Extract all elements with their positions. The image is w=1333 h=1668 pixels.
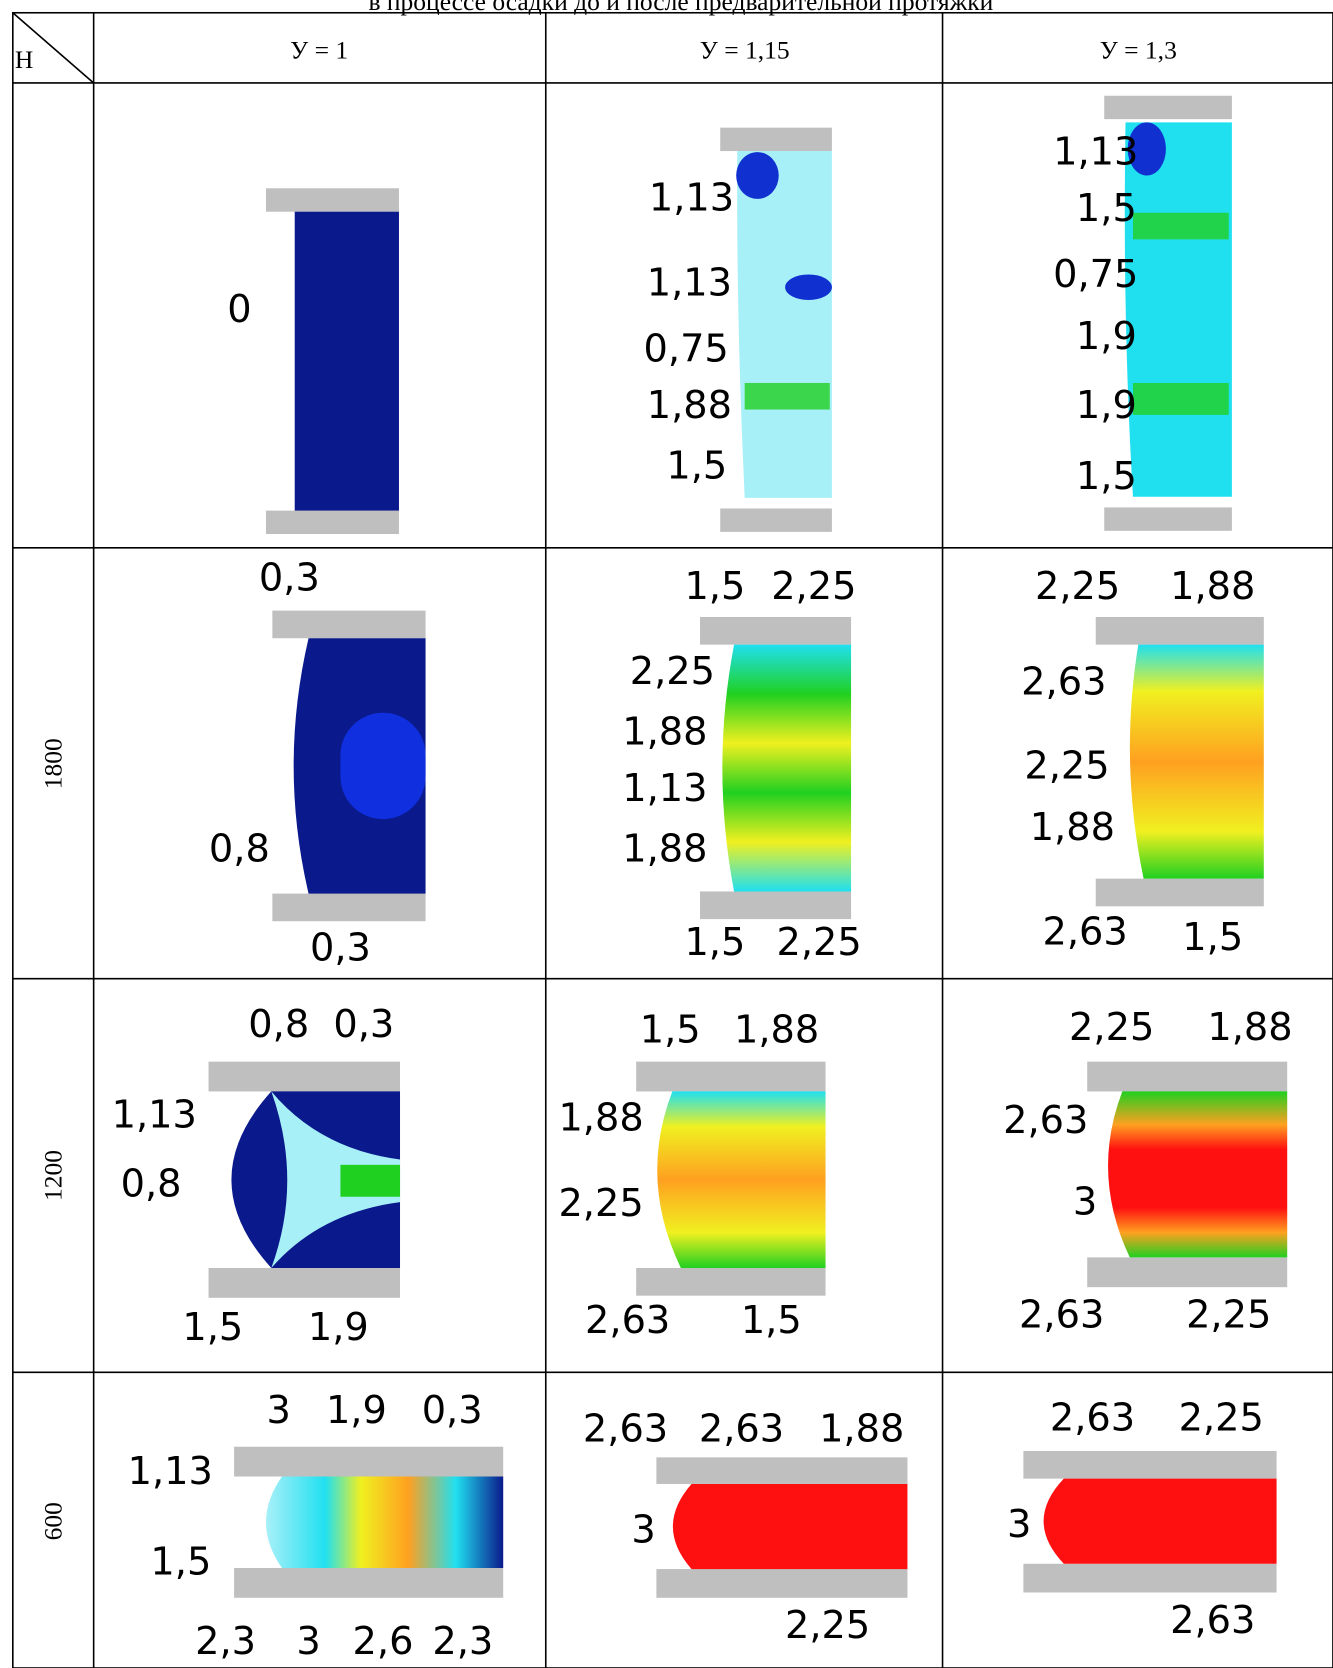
contour-value-label: 1,88 xyxy=(622,827,707,872)
contour-value-label: 1,13 xyxy=(647,261,732,306)
contour-value-label: 1,5 xyxy=(640,1007,701,1052)
contour-value-label: 2,63 xyxy=(1042,909,1127,954)
contour-value-label: 2,63 xyxy=(1019,1292,1104,1337)
contour-value-label: 1,9 xyxy=(308,1305,369,1350)
contour-value-label: 0,3 xyxy=(422,1388,483,1433)
contour-value-label: 2,63 xyxy=(699,1406,784,1451)
contour-value-label: 1,5 xyxy=(741,1298,802,1343)
contour-value-label: 1,5 xyxy=(1076,454,1137,499)
contour-value-label: 1,9 xyxy=(326,1388,387,1433)
contour-value-label: 2,3 xyxy=(195,1619,256,1664)
contour-value-label: 1,88 xyxy=(647,383,732,428)
contour-value-label: 2,63 xyxy=(585,1298,670,1343)
contour-value-label: 1,5 xyxy=(182,1305,243,1350)
contour-value-label: 0,75 xyxy=(1053,252,1138,297)
contour-value-label: 1,13 xyxy=(1053,130,1138,175)
column-header: У = 1,15 xyxy=(700,36,790,65)
contour-value-label: 3 xyxy=(1007,1502,1031,1547)
table-figure: в процессе осадки до и после предварител… xyxy=(0,0,1333,1668)
contour-value-label: 1,5 xyxy=(684,564,745,609)
contour-value-label: 2,25 xyxy=(1179,1396,1264,1441)
contour-value-label: 0,8 xyxy=(209,827,270,872)
contour-value-label: 1,5 xyxy=(684,920,745,965)
page: {"caption": "в процессе осадки до и посл… xyxy=(0,0,1333,1668)
row-label: 1200 xyxy=(39,1150,68,1201)
contour-value-label: 1,13 xyxy=(649,175,734,220)
contour-value-label: 1,88 xyxy=(1030,805,1115,850)
contour-value-label: 0,3 xyxy=(310,925,371,970)
contour-value-label: 0,3 xyxy=(259,555,320,600)
contour-value-label: 3 xyxy=(296,1619,320,1664)
contour-value-label: 1,5 xyxy=(150,1539,211,1584)
contour-value-label: 2,25 xyxy=(785,1603,870,1648)
contour-value-label: 0,3 xyxy=(333,1002,394,1047)
contour-value-label: 2,6 xyxy=(353,1619,414,1664)
contour-value-label: 2,25 xyxy=(771,564,856,609)
contour-value-label: 1,88 xyxy=(1170,564,1255,609)
contour-value-label: 2,25 xyxy=(1186,1292,1271,1337)
contour-value-label: 0,8 xyxy=(248,1002,309,1047)
contour-value-label: 1,88 xyxy=(819,1406,904,1451)
contour-value-label: 1,5 xyxy=(666,444,727,489)
row-label: 1800 xyxy=(39,738,68,789)
caption: в процессе осадки до и после предварител… xyxy=(368,0,993,16)
contour-value-label: 1,5 xyxy=(1182,915,1243,960)
contour-value-label: 0,75 xyxy=(644,327,729,372)
contour-value-label: 2,63 xyxy=(1021,660,1106,705)
contour-value-label: 1,88 xyxy=(558,1096,643,1141)
contour-value-label: 2,25 xyxy=(1024,744,1109,789)
contour-value-label: 1,88 xyxy=(734,1007,819,1052)
contour-value-label: 2,63 xyxy=(1050,1396,1135,1441)
contour-value-label: 3 xyxy=(631,1507,655,1552)
contour-value-label: 1,9 xyxy=(1076,383,1137,428)
contour-value-label: 2,63 xyxy=(1170,1598,1255,1643)
corner-label: Н xyxy=(15,45,33,74)
contour-value-label: 2,25 xyxy=(630,649,715,694)
column-header: У = 1 xyxy=(290,36,348,65)
contour-value-label: 2,25 xyxy=(777,920,862,965)
contour-value-label: 1,9 xyxy=(1076,314,1137,359)
contour-value-label: 2,25 xyxy=(1069,1005,1154,1050)
contour-value-label: 2,25 xyxy=(558,1181,643,1226)
contour-value-label: 1,88 xyxy=(622,710,707,755)
contour-value-label: 3 xyxy=(1073,1180,1097,1225)
contour-value-label: 1,88 xyxy=(1207,1005,1292,1050)
contour-value-label: 1,13 xyxy=(622,766,707,811)
contour-value-label: 0,8 xyxy=(121,1162,182,1207)
column-header: У = 1,3 xyxy=(1100,36,1177,65)
contour-value-label: 2,25 xyxy=(1035,564,1120,609)
contour-value-label: 0 xyxy=(227,287,251,332)
contour-value-label: 1,13 xyxy=(112,1092,197,1137)
row-label: 600 xyxy=(39,1502,68,1540)
contour-value-label: 1,5 xyxy=(1076,186,1137,231)
contour-value-label: 1,13 xyxy=(128,1449,213,1494)
contour-value-label: 2,63 xyxy=(1003,1098,1088,1143)
contour-value-label: 2,3 xyxy=(432,1619,493,1664)
contour-value-label: 3 xyxy=(267,1388,291,1433)
contour-value-label: 2,63 xyxy=(583,1406,668,1451)
